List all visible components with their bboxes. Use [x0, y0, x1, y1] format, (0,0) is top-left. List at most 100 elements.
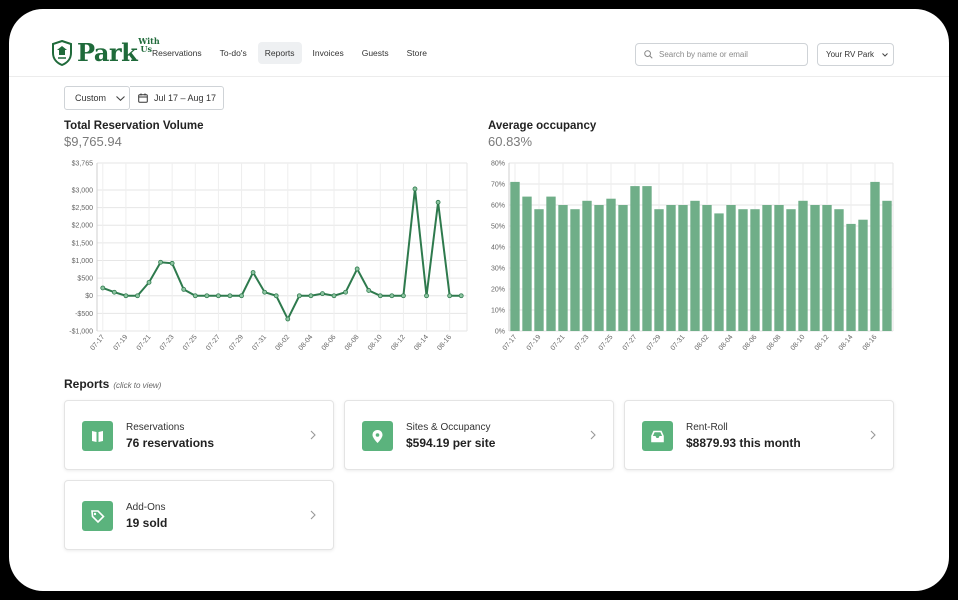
occupancy-bar[interactable]: [534, 209, 544, 331]
chevron-down-icon: [116, 95, 125, 101]
occupancy-x-tick-label: 07-27: [622, 334, 639, 352]
occupancy-bar[interactable]: [510, 181, 520, 331]
occupancy-y-tick-label: 0%: [495, 329, 505, 336]
occupancy-bar[interactable]: [690, 200, 700, 331]
occupancy-bar[interactable]: [882, 200, 892, 331]
occupancy-bar[interactable]: [834, 209, 844, 331]
volume-point[interactable]: [320, 291, 325, 297]
occupancy-bar[interactable]: [810, 205, 820, 331]
search-icon: [644, 50, 653, 59]
volume-point[interactable]: [100, 285, 106, 291]
volume-point[interactable]: [389, 293, 395, 299]
report-card-rent-roll[interactable]: Rent-Roll $8879.93 this month: [624, 400, 894, 470]
date-range-picker[interactable]: Jul 17 – Aug 17: [130, 86, 224, 110]
nav-guests[interactable]: Guests: [361, 48, 389, 58]
occupancy-bar[interactable]: [630, 186, 640, 331]
volume-point[interactable]: [169, 260, 175, 266]
volume-point[interactable]: [227, 293, 233, 299]
nav-invoices[interactable]: Invoices: [312, 48, 344, 58]
occupancy-bar[interactable]: [582, 200, 592, 331]
occupancy-bar[interactable]: [786, 209, 796, 331]
volume-point[interactable]: [135, 293, 140, 299]
search-input[interactable]: [659, 50, 799, 59]
volume-point[interactable]: [285, 316, 291, 322]
volume-point[interactable]: [458, 293, 464, 299]
occupancy-bar[interactable]: [738, 209, 748, 331]
volume-point[interactable]: [262, 289, 268, 295]
nav-to-do-s[interactable]: To-do's: [219, 48, 247, 58]
occupancy-bar[interactable]: [726, 205, 736, 331]
occupancy-bar[interactable]: [846, 223, 856, 331]
volume-point[interactable]: [123, 293, 129, 299]
occupancy-bar[interactable]: [858, 219, 868, 331]
volume-point[interactable]: [424, 293, 429, 299]
occupancy-bar[interactable]: [546, 196, 556, 331]
occupancy-bar[interactable]: [714, 213, 724, 331]
occupancy-x-tick-label: 08-12: [814, 334, 831, 352]
volume-point[interactable]: [343, 289, 348, 295]
date-range-label: Jul 17 – Aug 17: [154, 93, 217, 103]
report-card-reservations[interactable]: Reservations 76 reservations: [64, 400, 334, 470]
occupancy-y-tick-label: 20%: [491, 287, 505, 294]
volume-point[interactable]: [401, 293, 406, 299]
volume-point[interactable]: [331, 293, 337, 299]
reports-hint: (click to view): [113, 381, 162, 390]
occupancy-bar[interactable]: [642, 186, 652, 331]
occupancy-y-tick-label: 60%: [491, 203, 505, 210]
range-dropdown[interactable]: Custom: [64, 86, 130, 110]
chevron-right-icon: [870, 430, 876, 440]
occupancy-x-tick-label: 07-21: [550, 334, 567, 352]
volume-point[interactable]: [377, 293, 383, 299]
occupancy-x-tick-label: 08-16: [862, 334, 879, 352]
volume-point[interactable]: [181, 286, 187, 292]
report-card-sites-occupancy[interactable]: Sites & Occupancy $594.19 per site: [344, 400, 614, 470]
nav-reservations[interactable]: Reservations: [152, 48, 202, 58]
volume-point[interactable]: [158, 259, 163, 265]
occupancy-bar[interactable]: [606, 198, 616, 331]
volume-point[interactable]: [412, 186, 418, 192]
occupancy-x-tick-label: 08-14: [838, 334, 855, 352]
park-selector[interactable]: Your RV Park: [817, 43, 894, 66]
occupancy-bar[interactable]: [798, 200, 808, 331]
nav-reports[interactable]: Reports: [257, 42, 302, 64]
search-box[interactable]: [635, 43, 808, 66]
occupancy-bar[interactable]: [870, 181, 880, 331]
volume-point[interactable]: [216, 293, 221, 299]
volume-point[interactable]: [366, 288, 372, 293]
occupancy-bar[interactable]: [822, 205, 832, 331]
occupancy-bar[interactable]: [618, 205, 628, 331]
occupancy-bar[interactable]: [594, 205, 604, 331]
report-card-add-ons[interactable]: Add-Ons 19 sold: [64, 480, 334, 550]
reports-heading: Reports (click to view): [64, 377, 161, 391]
occupancy-x-tick-label: 08-06: [742, 334, 759, 352]
occupancy-bar[interactable]: [762, 205, 772, 331]
volume-point[interactable]: [111, 289, 117, 295]
nav-store[interactable]: Store: [406, 48, 427, 58]
volume-point[interactable]: [447, 293, 453, 299]
volume-point[interactable]: [204, 293, 210, 299]
volume-point[interactable]: [354, 266, 360, 272]
volume-point[interactable]: [239, 293, 244, 299]
occupancy-bar[interactable]: [522, 196, 532, 331]
occupancy-bar[interactable]: [750, 209, 760, 331]
occupancy-bar[interactable]: [570, 209, 580, 331]
report-card-value: $8879.93 this month: [686, 436, 801, 450]
reservation-volume-chart: $3,765 $3,000 $2,500 $2,000 $1,500 $1,000 $500…: [69, 161, 468, 352]
occupancy-bar[interactable]: [654, 209, 664, 331]
volume-point[interactable]: [308, 293, 314, 299]
volume-y-tick-label: $1,000: [72, 258, 94, 265]
occupancy-average: 60.83%: [488, 134, 533, 149]
report-card-label: Rent-Roll: [686, 422, 728, 433]
volume-point[interactable]: [435, 199, 441, 205]
occupancy-bar[interactable]: [678, 205, 688, 331]
volume-point[interactable]: [146, 279, 152, 285]
volume-point[interactable]: [296, 293, 302, 299]
volume-point[interactable]: [273, 293, 279, 299]
volume-point[interactable]: [192, 293, 198, 299]
occupancy-bar[interactable]: [702, 205, 712, 331]
volume-point[interactable]: [250, 270, 256, 275]
park-with-us-logo[interactable]: Park With Us: [51, 37, 160, 66]
occupancy-bar[interactable]: [666, 205, 676, 331]
occupancy-bar[interactable]: [774, 205, 784, 331]
occupancy-bar[interactable]: [558, 205, 568, 331]
